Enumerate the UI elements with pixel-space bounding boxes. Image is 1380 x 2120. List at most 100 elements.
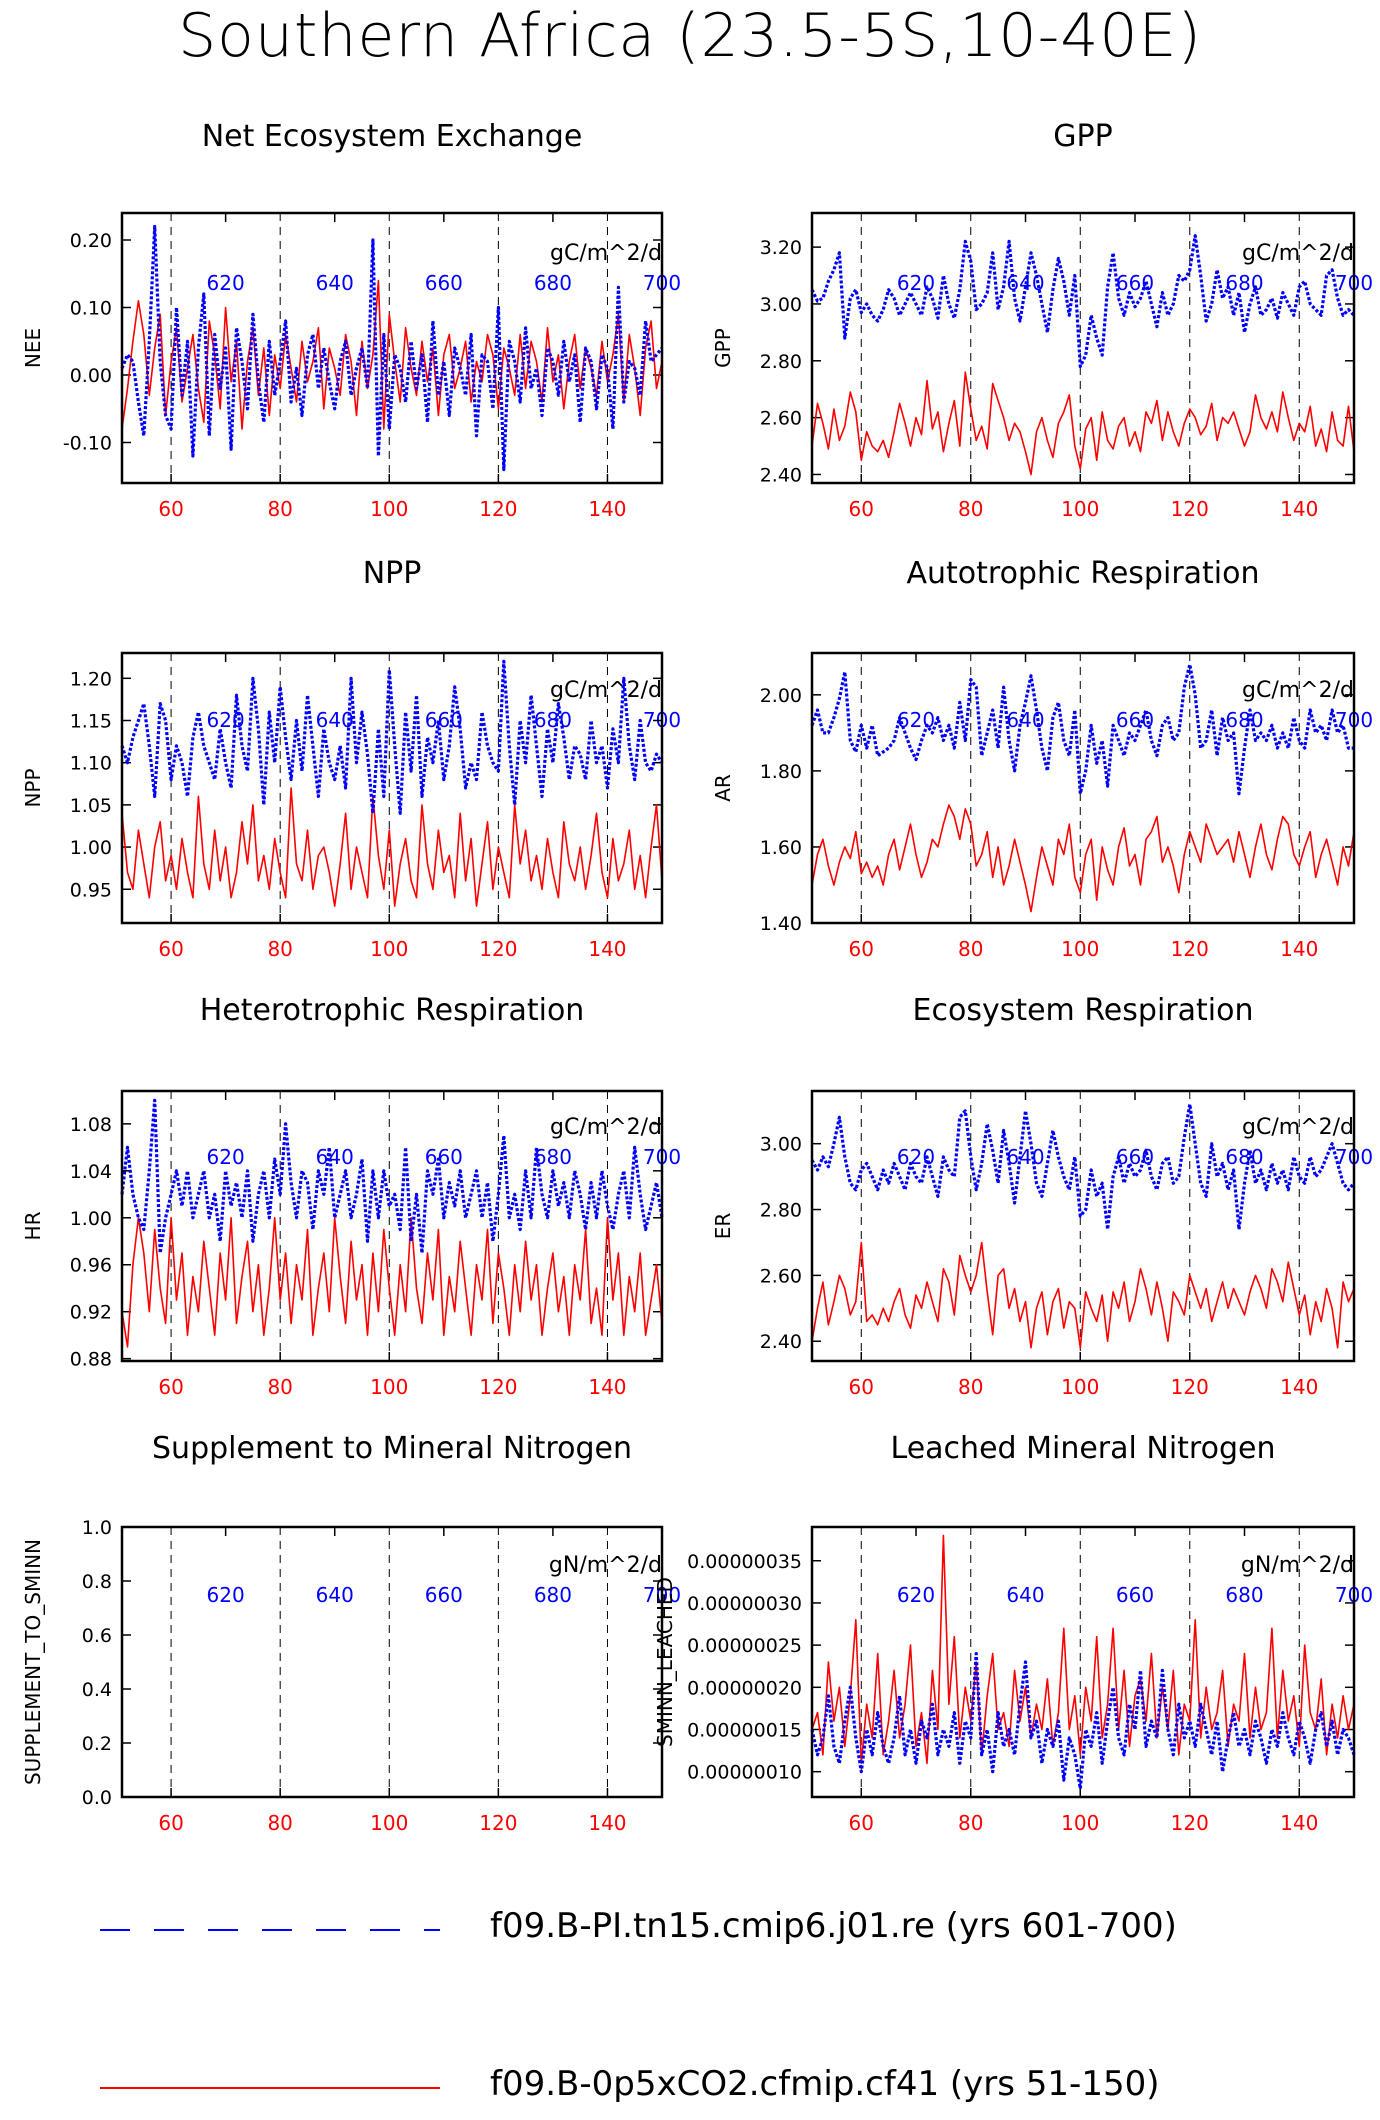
x-tick-label: 120 <box>479 1375 517 1399</box>
plot-frame <box>810 211 1356 485</box>
units-label: gC/m^2/d <box>550 1115 662 1140</box>
y-tick-label: 0.00 <box>70 365 112 387</box>
units-label: gC/m^2/d <box>550 241 662 266</box>
x-tick-label: 140 <box>588 1375 626 1399</box>
series-line-blue <box>120 1098 664 1255</box>
legend-line-blue <box>100 1929 440 1931</box>
x-tick-label: 140 <box>1280 1375 1318 1399</box>
page-title: Southern Africa (23.5-5S,10-40E) <box>178 1 1202 71</box>
x-tick-label: 80 <box>958 1811 983 1835</box>
plot-frame <box>810 1525 1356 1799</box>
y-tick-label: 0.4 <box>82 1679 112 1701</box>
y-tick-label: 1.05 <box>70 795 112 817</box>
top-x-tick-label: 680 <box>534 271 572 295</box>
plot-frame <box>810 651 1356 925</box>
x-tick-label: 100 <box>370 1811 408 1835</box>
top-x-tick-label: 680 <box>534 708 572 732</box>
top-x-tick-label: 660 <box>425 1583 463 1607</box>
series-line-blue <box>810 1102 1356 1231</box>
panel-title: NPP <box>363 556 422 591</box>
x-tick-label: 120 <box>1171 497 1209 521</box>
x-tick-label: 120 <box>479 937 517 961</box>
y-tick-label: 2.40 <box>760 464 802 486</box>
series-line-red <box>121 787 663 907</box>
x-tick-label: 60 <box>158 1811 183 1835</box>
x-tick-label: 140 <box>1280 497 1318 521</box>
top-x-tick-label: 660 <box>1116 1583 1154 1607</box>
top-x-tick-label: 620 <box>207 1583 245 1607</box>
top-x-tick-label: 680 <box>1225 708 1263 732</box>
y-axis-label: HR <box>21 1211 45 1240</box>
x-tick-label: 80 <box>267 1811 292 1835</box>
y-tick-label: 1.20 <box>70 668 112 690</box>
x-tick-label: 120 <box>479 1811 517 1835</box>
y-tick-label: 1.08 <box>70 1114 112 1136</box>
y-tick-label: 3.00 <box>760 294 802 316</box>
y-tick-label: 2.40 <box>760 1331 802 1353</box>
panel-title: Heterotrophic Respiration <box>200 993 585 1028</box>
y-axis-label: SUPPLEMENT_TO_SMINN <box>21 1539 45 1785</box>
y-tick-label: 0.00000030 <box>687 1593 802 1615</box>
units-label: gC/m^2/d <box>1242 678 1354 703</box>
series-line-red <box>811 1241 1355 1349</box>
plot-frame <box>120 211 664 485</box>
top-x-tick-label: 680 <box>534 1583 572 1607</box>
panel-title: Ecosystem Respiration <box>913 993 1254 1028</box>
x-tick-label: 100 <box>1061 1811 1099 1835</box>
y-tick-label: 0.96 <box>70 1255 112 1277</box>
x-tick-label: 120 <box>479 497 517 521</box>
x-tick-label: 100 <box>1061 1375 1099 1399</box>
units-label: gC/m^2/d <box>1242 241 1354 266</box>
y-tick-label: 1.00 <box>70 837 112 859</box>
y-tick-label: 1.15 <box>70 711 112 733</box>
series-line-red <box>121 1217 663 1348</box>
y-tick-label: 2.80 <box>760 1200 802 1222</box>
legend-label-blue: f09.B-PI.tn15.cmip6.j01.re (yrs 601-700) <box>490 1906 1177 1946</box>
panel-title: Leached Mineral Nitrogen <box>891 1431 1276 1466</box>
top-x-tick-label: 620 <box>897 271 935 295</box>
series-line-red <box>811 371 1355 476</box>
y-axis-label: ER <box>711 1213 735 1240</box>
y-tick-label: 1.00 <box>70 1208 112 1230</box>
y-tick-label: 1.40 <box>760 913 802 935</box>
top-x-tick-label: 620 <box>897 1583 935 1607</box>
series-line-blue <box>810 1652 1356 1791</box>
y-tick-label: 0.10 <box>70 298 112 320</box>
x-tick-label: 140 <box>588 497 626 521</box>
y-tick-label: 0.20 <box>70 230 112 252</box>
plot-frame <box>120 651 664 925</box>
plot-frame <box>810 1089 1356 1363</box>
y-tick-label: 0.2 <box>82 1733 112 1755</box>
top-x-tick-label: 640 <box>316 1583 354 1607</box>
y-tick-label: -0.10 <box>63 433 112 455</box>
y-tick-label: 1.04 <box>70 1161 112 1183</box>
x-tick-label: 100 <box>370 497 408 521</box>
x-tick-label: 100 <box>370 937 408 961</box>
y-tick-label: 0.0 <box>82 1787 112 1809</box>
units-label: gN/m^2/d <box>1241 1553 1354 1578</box>
y-tick-label: 2.60 <box>760 1265 802 1287</box>
y-axis-label: NPP <box>21 768 45 807</box>
y-axis-label: SMINN_LEACHED <box>653 1577 677 1747</box>
x-tick-label: 140 <box>1280 1811 1318 1835</box>
units-label: gC/m^2/d <box>550 678 662 703</box>
series-line-blue <box>810 662 1354 796</box>
y-tick-label: 0.00000025 <box>687 1635 802 1657</box>
top-x-tick-label: 680 <box>1225 271 1263 295</box>
x-tick-label: 60 <box>849 497 874 521</box>
x-tick-label: 140 <box>588 1811 626 1835</box>
top-x-tick-label: 620 <box>897 1145 935 1169</box>
top-x-tick-label: 680 <box>1225 1583 1263 1607</box>
y-tick-label: 2.00 <box>760 685 802 707</box>
y-axis-label: NEE <box>21 328 45 368</box>
y-tick-label: 2.80 <box>760 351 802 373</box>
y-tick-label: 0.92 <box>70 1302 112 1324</box>
y-tick-label: 0.00000010 <box>687 1762 802 1784</box>
legend-label-red: f09.B-0p5xCO2.cfmip.cf41 (yrs 51-150) <box>490 2064 1160 2104</box>
series-line-blue <box>120 224 664 472</box>
top-x-tick-label: 680 <box>1225 1145 1263 1169</box>
units-label: gN/m^2/d <box>549 1553 662 1578</box>
panel-title: Net Ecosystem Exchange <box>202 119 583 154</box>
x-tick-label: 80 <box>958 937 983 961</box>
